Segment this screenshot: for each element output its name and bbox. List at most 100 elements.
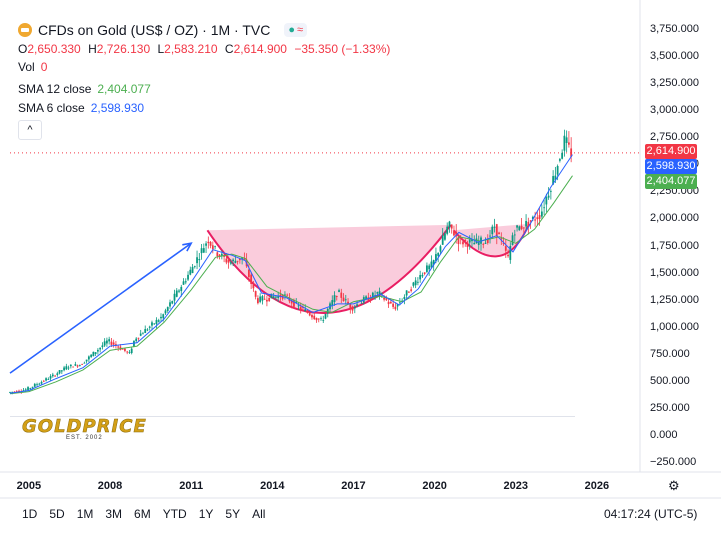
sma12-line bbox=[9, 175, 573, 395]
y-tick-label: 500.000 bbox=[650, 374, 690, 387]
candle-body bbox=[275, 296, 277, 298]
range-button-1m[interactable]: 1M bbox=[76, 507, 94, 521]
candle-body bbox=[45, 378, 47, 381]
candle-body bbox=[202, 248, 205, 253]
y-tick-label: −250.000 bbox=[650, 456, 697, 468]
candle-body bbox=[254, 291, 257, 297]
close-label: C bbox=[224, 42, 234, 56]
candle-body bbox=[279, 294, 282, 298]
candle-body bbox=[81, 364, 84, 365]
candle-body bbox=[403, 296, 406, 300]
candle-body bbox=[18, 390, 20, 392]
candle-body bbox=[268, 297, 271, 301]
candle-body bbox=[33, 383, 36, 387]
candle-body bbox=[49, 376, 52, 379]
candle-body bbox=[543, 207, 546, 209]
gold-logo-icon bbox=[18, 23, 32, 37]
candle-body bbox=[69, 364, 72, 367]
candle-body bbox=[437, 252, 440, 256]
candle-body bbox=[263, 298, 266, 300]
candle-body bbox=[493, 226, 496, 228]
status-badges[interactable]: ● ≈ bbox=[284, 23, 308, 37]
candle-body bbox=[342, 297, 345, 302]
x-tick-label: 2014 bbox=[260, 480, 285, 492]
range-button-5y[interactable]: 5Y bbox=[225, 507, 241, 521]
chart-settings-gear-icon[interactable]: ⚙ bbox=[668, 478, 680, 493]
candle-body bbox=[220, 253, 223, 256]
candle-body bbox=[549, 190, 552, 192]
candle-body bbox=[563, 135, 566, 151]
candle-body bbox=[394, 306, 397, 310]
candle-body bbox=[520, 225, 523, 230]
candle-body bbox=[468, 239, 471, 243]
collapse-legend-button[interactable]: ^ bbox=[18, 120, 42, 140]
candle-body bbox=[522, 227, 525, 229]
candle-body bbox=[76, 365, 79, 367]
candle-body bbox=[383, 298, 386, 300]
candle-body bbox=[365, 296, 367, 300]
candle-body bbox=[498, 232, 500, 235]
candle-body bbox=[191, 267, 194, 274]
candle-body bbox=[94, 352, 97, 355]
candle-body bbox=[198, 258, 201, 261]
candle-body bbox=[513, 234, 516, 236]
sma6-price-tag: 2,598.930 bbox=[645, 159, 697, 174]
range-button-6m[interactable]: 6M bbox=[134, 507, 151, 521]
candle-body bbox=[227, 259, 230, 263]
sma-lines bbox=[9, 154, 573, 395]
candle-body bbox=[511, 235, 514, 245]
candle-body bbox=[106, 340, 108, 344]
symbol-header[interactable]: CFDs on Gold (US$ / OZ) · 1M · TVC ● ≈ bbox=[18, 22, 308, 38]
timezone-clock[interactable]: 04:17:24 (UTC-5) bbox=[604, 507, 698, 521]
candle-body bbox=[151, 322, 153, 326]
sma12-price-tag: 2,404.077 bbox=[645, 174, 697, 189]
candle-body bbox=[486, 239, 489, 243]
candle-body bbox=[135, 338, 138, 342]
x-tick-label: 2008 bbox=[97, 480, 123, 492]
candle-body bbox=[74, 364, 77, 366]
range-button-1d[interactable]: 1D bbox=[22, 507, 38, 521]
candle-body bbox=[466, 242, 469, 248]
candle-body bbox=[450, 224, 453, 229]
candle-body bbox=[398, 302, 401, 304]
candle-body bbox=[211, 245, 214, 250]
sma12-legend[interactable]: SMA 12 close 2,404.077 bbox=[18, 82, 151, 96]
candle-body bbox=[432, 260, 435, 265]
candle-body bbox=[473, 242, 476, 245]
x-tick-label: 2023 bbox=[503, 480, 528, 492]
candle-body bbox=[103, 341, 106, 346]
candle-body bbox=[455, 231, 458, 237]
candle-body bbox=[446, 226, 449, 234]
candle-body bbox=[290, 300, 293, 304]
candle-body bbox=[547, 195, 550, 198]
candle-body bbox=[229, 262, 232, 264]
candle-body bbox=[389, 301, 392, 304]
range-button-ytd[interactable]: YTD bbox=[162, 507, 187, 521]
candle-body bbox=[187, 274, 189, 280]
candle-body bbox=[200, 248, 203, 254]
x-tick-label: 2020 bbox=[422, 480, 447, 492]
sma6-legend[interactable]: SMA 6 close 2,598.930 bbox=[18, 101, 144, 115]
candle-body bbox=[356, 304, 358, 306]
candle-body bbox=[507, 254, 509, 257]
volume-legend[interactable]: Vol 0 bbox=[18, 60, 47, 74]
candle-body bbox=[65, 366, 68, 370]
x-tick-label: 2011 bbox=[179, 480, 204, 492]
candle-body bbox=[101, 345, 104, 348]
candle-body bbox=[525, 220, 527, 227]
range-button-5d[interactable]: 5D bbox=[49, 507, 65, 521]
candle-body bbox=[448, 221, 451, 228]
candle-body bbox=[500, 238, 503, 240]
candle-body bbox=[475, 238, 478, 244]
range-button-1y[interactable]: 1Y bbox=[198, 507, 214, 521]
candle-body bbox=[441, 235, 444, 245]
watermark-est: EST. 2002 bbox=[66, 435, 103, 441]
candle-body bbox=[376, 292, 379, 294]
close-value: 2,614.900 bbox=[233, 42, 287, 56]
candle-body bbox=[272, 296, 275, 299]
range-button-3m[interactable]: 3M bbox=[105, 507, 123, 521]
range-button-all[interactable]: All bbox=[252, 507, 266, 521]
range-selector[interactable]: 1D 5D 1M 3M 6M YTD 1Y 5Y All bbox=[22, 507, 265, 521]
cup-arc bbox=[206, 224, 452, 314]
